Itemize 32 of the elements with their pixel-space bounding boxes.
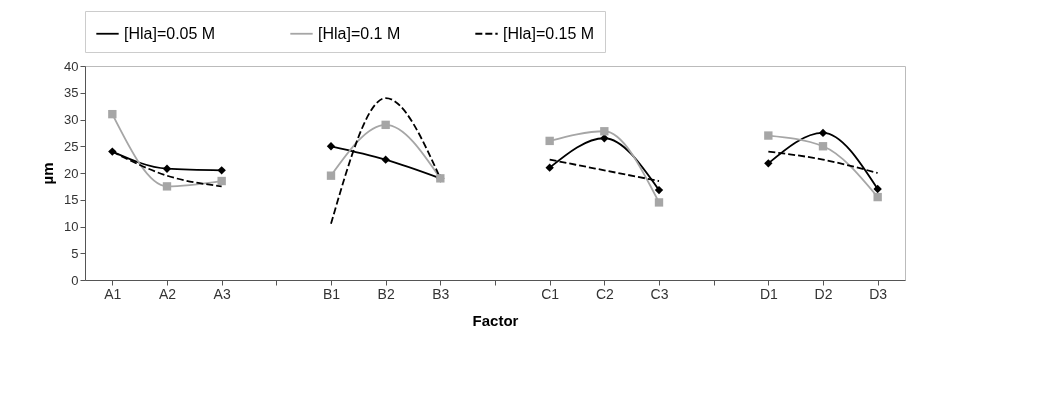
- y-tick-label: 30: [64, 112, 79, 127]
- point: [818, 128, 828, 138]
- y-tick-label: 35: [64, 85, 79, 101]
- x-tick-label: A1: [104, 285, 122, 302]
- y-tick-label: 40: [64, 58, 79, 74]
- x-tick-label: C1: [541, 285, 560, 302]
- y-tick-label: 10: [64, 219, 79, 234]
- point: [818, 142, 828, 151]
- y-tick-label: 5: [71, 245, 79, 261]
- point: [873, 192, 882, 202]
- point: [764, 131, 773, 140]
- point: [873, 184, 882, 194]
- y-axis-title: µm: [39, 162, 57, 185]
- x-tick-label: D1: [759, 285, 778, 302]
- x-tick-label: B2: [377, 285, 395, 302]
- legend-label: [Hla]=0.05 M: [124, 24, 216, 42]
- legend-label: [Hla]=0.1 M: [318, 24, 401, 42]
- x-tick-label: D2: [814, 285, 833, 302]
- x-tick-label: C3: [650, 285, 669, 302]
- y-tick-label: 0: [71, 272, 79, 288]
- legend-label: [Hla]=0.15 M: [503, 24, 595, 42]
- x-tick-label: D3: [869, 285, 888, 302]
- y-tick-label: 25: [64, 138, 79, 154]
- x-tick-label: C2: [595, 285, 614, 302]
- y-tick-label: 20: [64, 165, 79, 181]
- x-tick-label: B1: [322, 285, 341, 302]
- x-axis-title: Factor: [472, 311, 519, 329]
- point: [108, 109, 117, 119]
- y-tick-label: 15: [64, 192, 79, 208]
- x-tick-label: A2: [158, 285, 177, 302]
- x-tick-label: B3: [432, 285, 450, 302]
- x-tick-label: A3: [213, 285, 231, 302]
